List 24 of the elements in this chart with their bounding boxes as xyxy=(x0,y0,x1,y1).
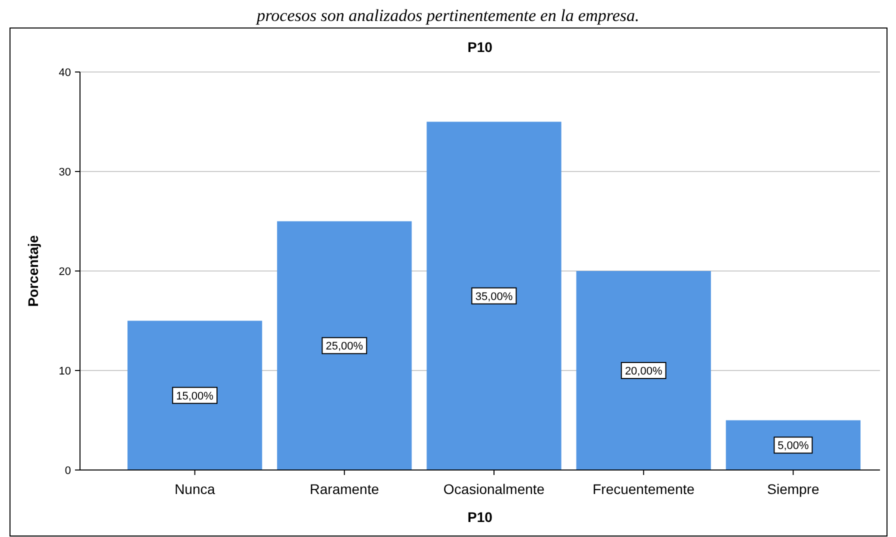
bar xyxy=(277,221,412,470)
data-label: 15,00% xyxy=(176,390,214,402)
data-label: 20,00% xyxy=(624,366,662,378)
bar xyxy=(576,271,711,470)
x-tick-label: Siempre xyxy=(767,481,820,497)
bar xyxy=(726,420,861,470)
data-label: 35,00% xyxy=(475,290,513,303)
y-tick-label: 40 xyxy=(58,67,71,79)
data-label: 25,00% xyxy=(326,340,364,353)
bar xyxy=(127,320,262,470)
y-axis-title: Porcentaje xyxy=(25,234,41,307)
y-tick-label: 20 xyxy=(58,266,71,278)
x-tick-label: Frecuentemente xyxy=(592,481,695,497)
y-tick-label: 30 xyxy=(58,166,71,178)
x-tick-label: Raramente xyxy=(310,481,380,497)
x-axis-title: P10 xyxy=(468,509,493,525)
data-label: 5,00% xyxy=(778,440,810,452)
x-tick-label: Nunca xyxy=(174,481,216,497)
y-tick-label: 0 xyxy=(64,465,71,477)
x-tick-label: Ocasionalmente xyxy=(443,481,545,497)
bar xyxy=(426,122,562,470)
chart-title: P10 xyxy=(468,39,493,55)
y-tick-label: 10 xyxy=(58,366,71,378)
text: procesos son analizados pertinentemente en la empresa. xyxy=(256,6,640,25)
